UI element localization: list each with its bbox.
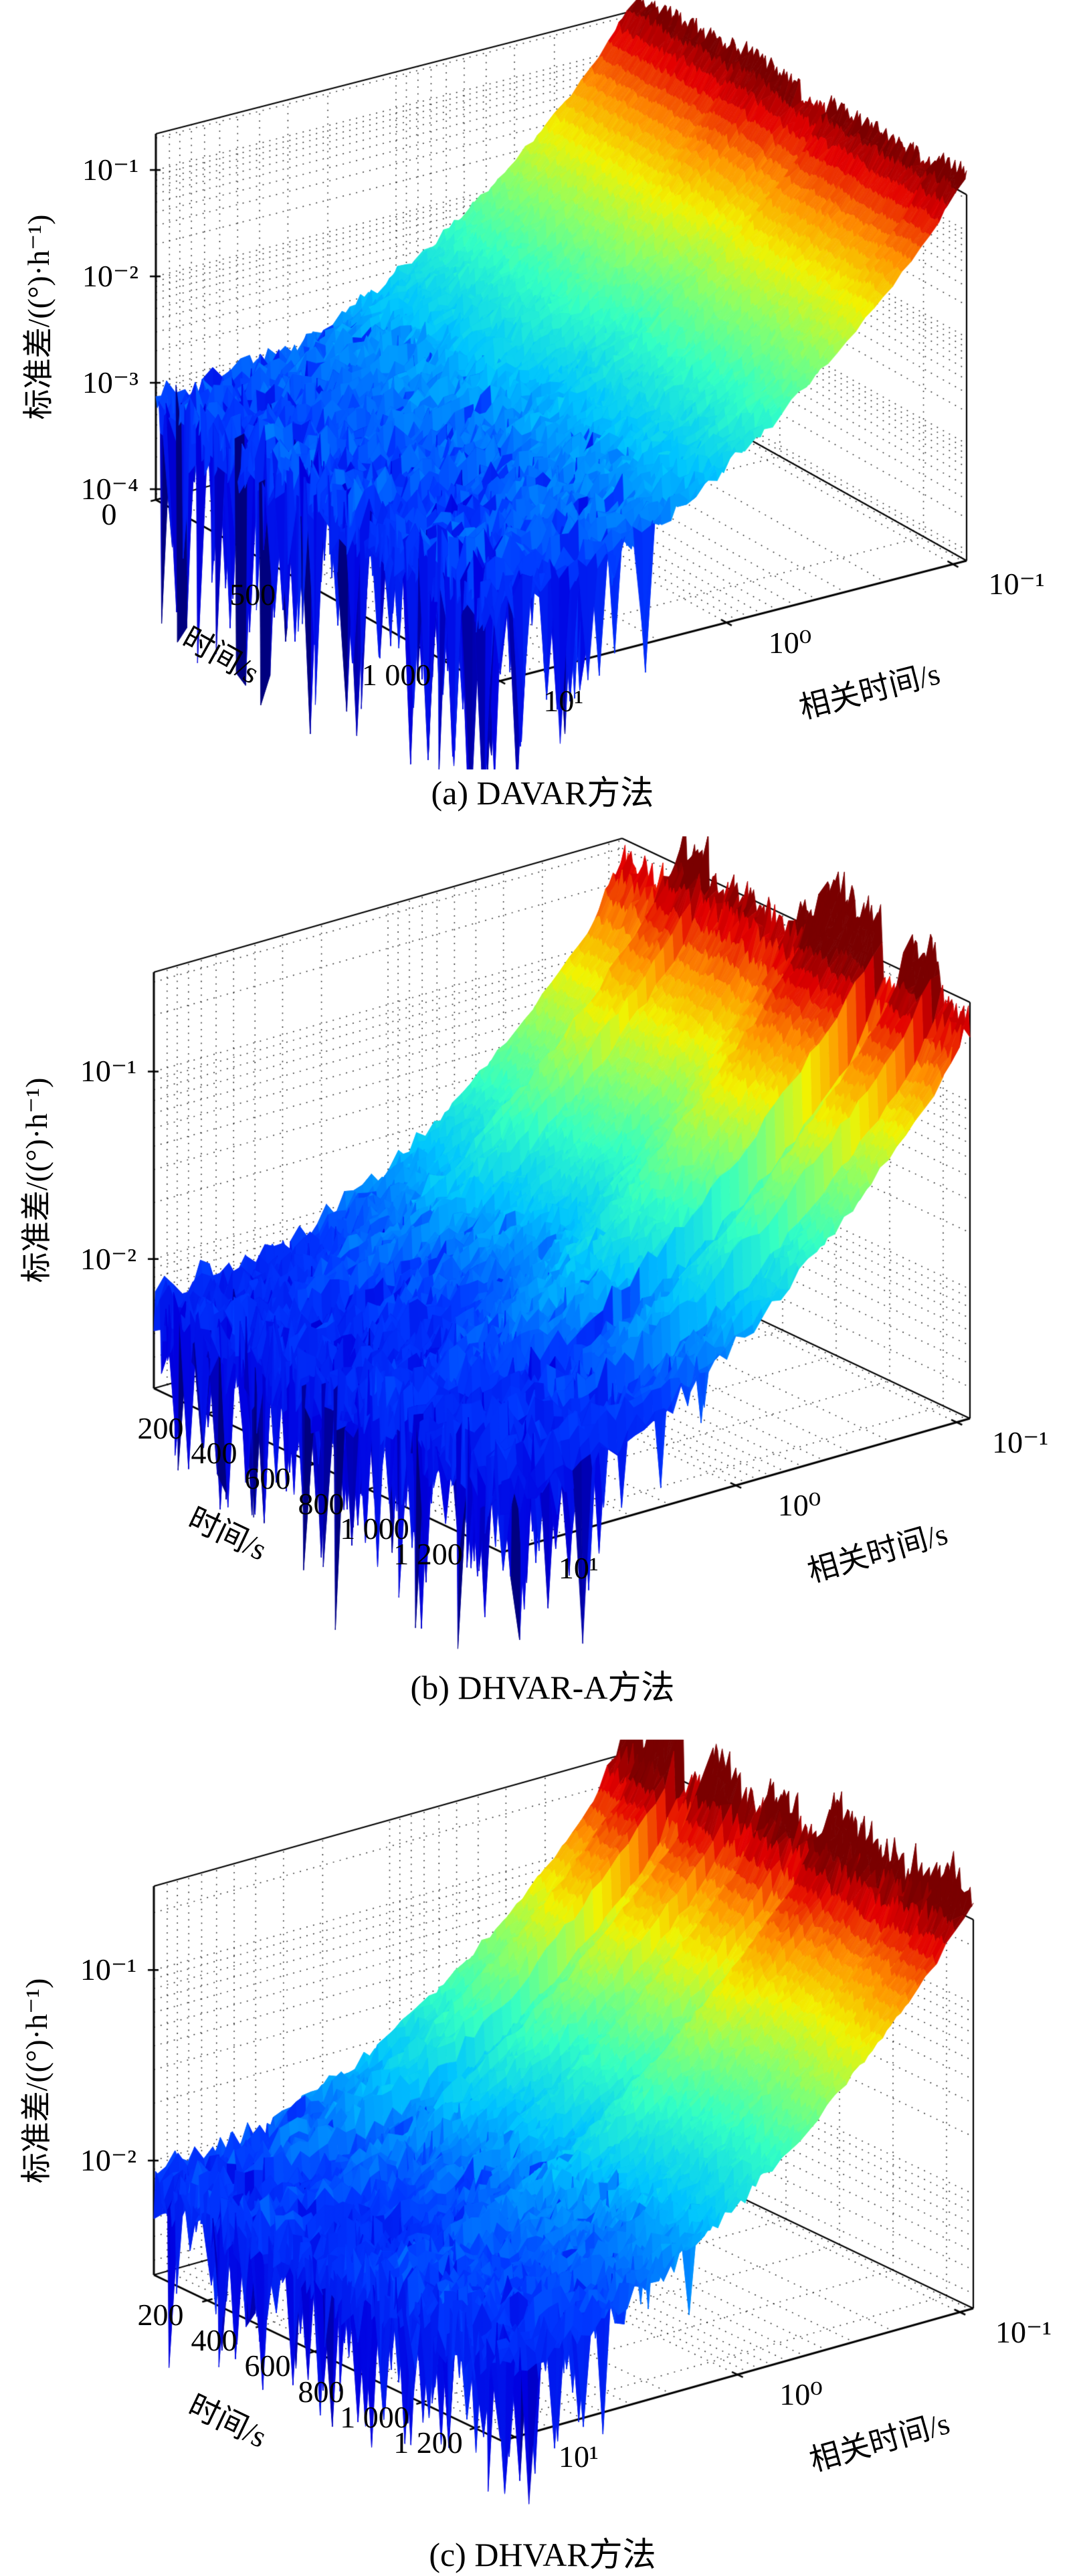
x-tick-label: 400: [191, 2323, 237, 2358]
z-tick-label: 10⁻²: [82, 259, 138, 294]
x-tick-label: 1 000: [340, 2399, 409, 2434]
x-tick-label: 1 200: [393, 2425, 463, 2460]
x-tick-label: 200: [137, 2298, 184, 2332]
x-tick-label: 0: [101, 497, 117, 531]
chart-caption-b: (b) DHVAR-A方法: [410, 1669, 675, 1706]
x-tick-label: 1 000: [340, 1511, 409, 1546]
z-tick-label: 10⁻¹: [80, 1054, 136, 1089]
y-tick-label: 10¹: [558, 1551, 599, 1586]
x-tick-label: 400: [191, 1436, 237, 1471]
z-tick-label: 10⁻¹: [80, 1952, 136, 1987]
z-tick-label: 10⁻²: [80, 2143, 136, 2178]
z-tick-label: 10⁻²: [80, 1241, 136, 1276]
surface-plot-dhvar: [0, 1740, 1085, 2576]
z-axis-label: 标准差/((°)·h⁻¹): [21, 214, 56, 420]
surface-plot-dhvar-a: [0, 836, 1085, 1659]
z-tick-label: 10⁻¹: [82, 153, 138, 187]
chart-caption-c: (c) DHVAR方法: [429, 2536, 656, 2573]
z-axis-label: 标准差/((°)·h⁻¹): [19, 1077, 54, 1283]
chart-caption-a: (a) DAVAR方法: [431, 774, 654, 812]
x-tick-label: 200: [137, 1410, 184, 1445]
x-tick-label: 800: [298, 1486, 344, 1521]
surface-plot-davar: [0, 0, 1085, 769]
y-tick-label: 10⁰: [768, 625, 812, 660]
y-tick-label: 10⁰: [777, 1488, 821, 1522]
y-tick-label: 10¹: [543, 683, 584, 718]
z-tick-label: 10⁻³: [82, 365, 138, 400]
x-tick-label: 600: [244, 2349, 291, 2383]
y-tick-label: 10⁰: [779, 2377, 823, 2411]
y-tick-label: 10¹: [559, 2440, 599, 2474]
y-tick-label: 10⁻¹: [988, 567, 1045, 602]
x-tick-label: 1 200: [393, 1537, 463, 1572]
x-tick-label: 500: [229, 577, 276, 612]
y-tick-label: 10⁻¹: [992, 1424, 1049, 1459]
z-axis-label: 标准差/((°)·h⁻¹): [19, 1978, 54, 2183]
y-tick-label: 10⁻¹: [995, 2314, 1052, 2349]
x-tick-label: 600: [244, 1461, 291, 1496]
x-tick-label: 1 000: [361, 658, 431, 692]
z-tick-label: 10⁻⁴: [80, 472, 138, 507]
x-tick-label: 800: [298, 2374, 344, 2409]
